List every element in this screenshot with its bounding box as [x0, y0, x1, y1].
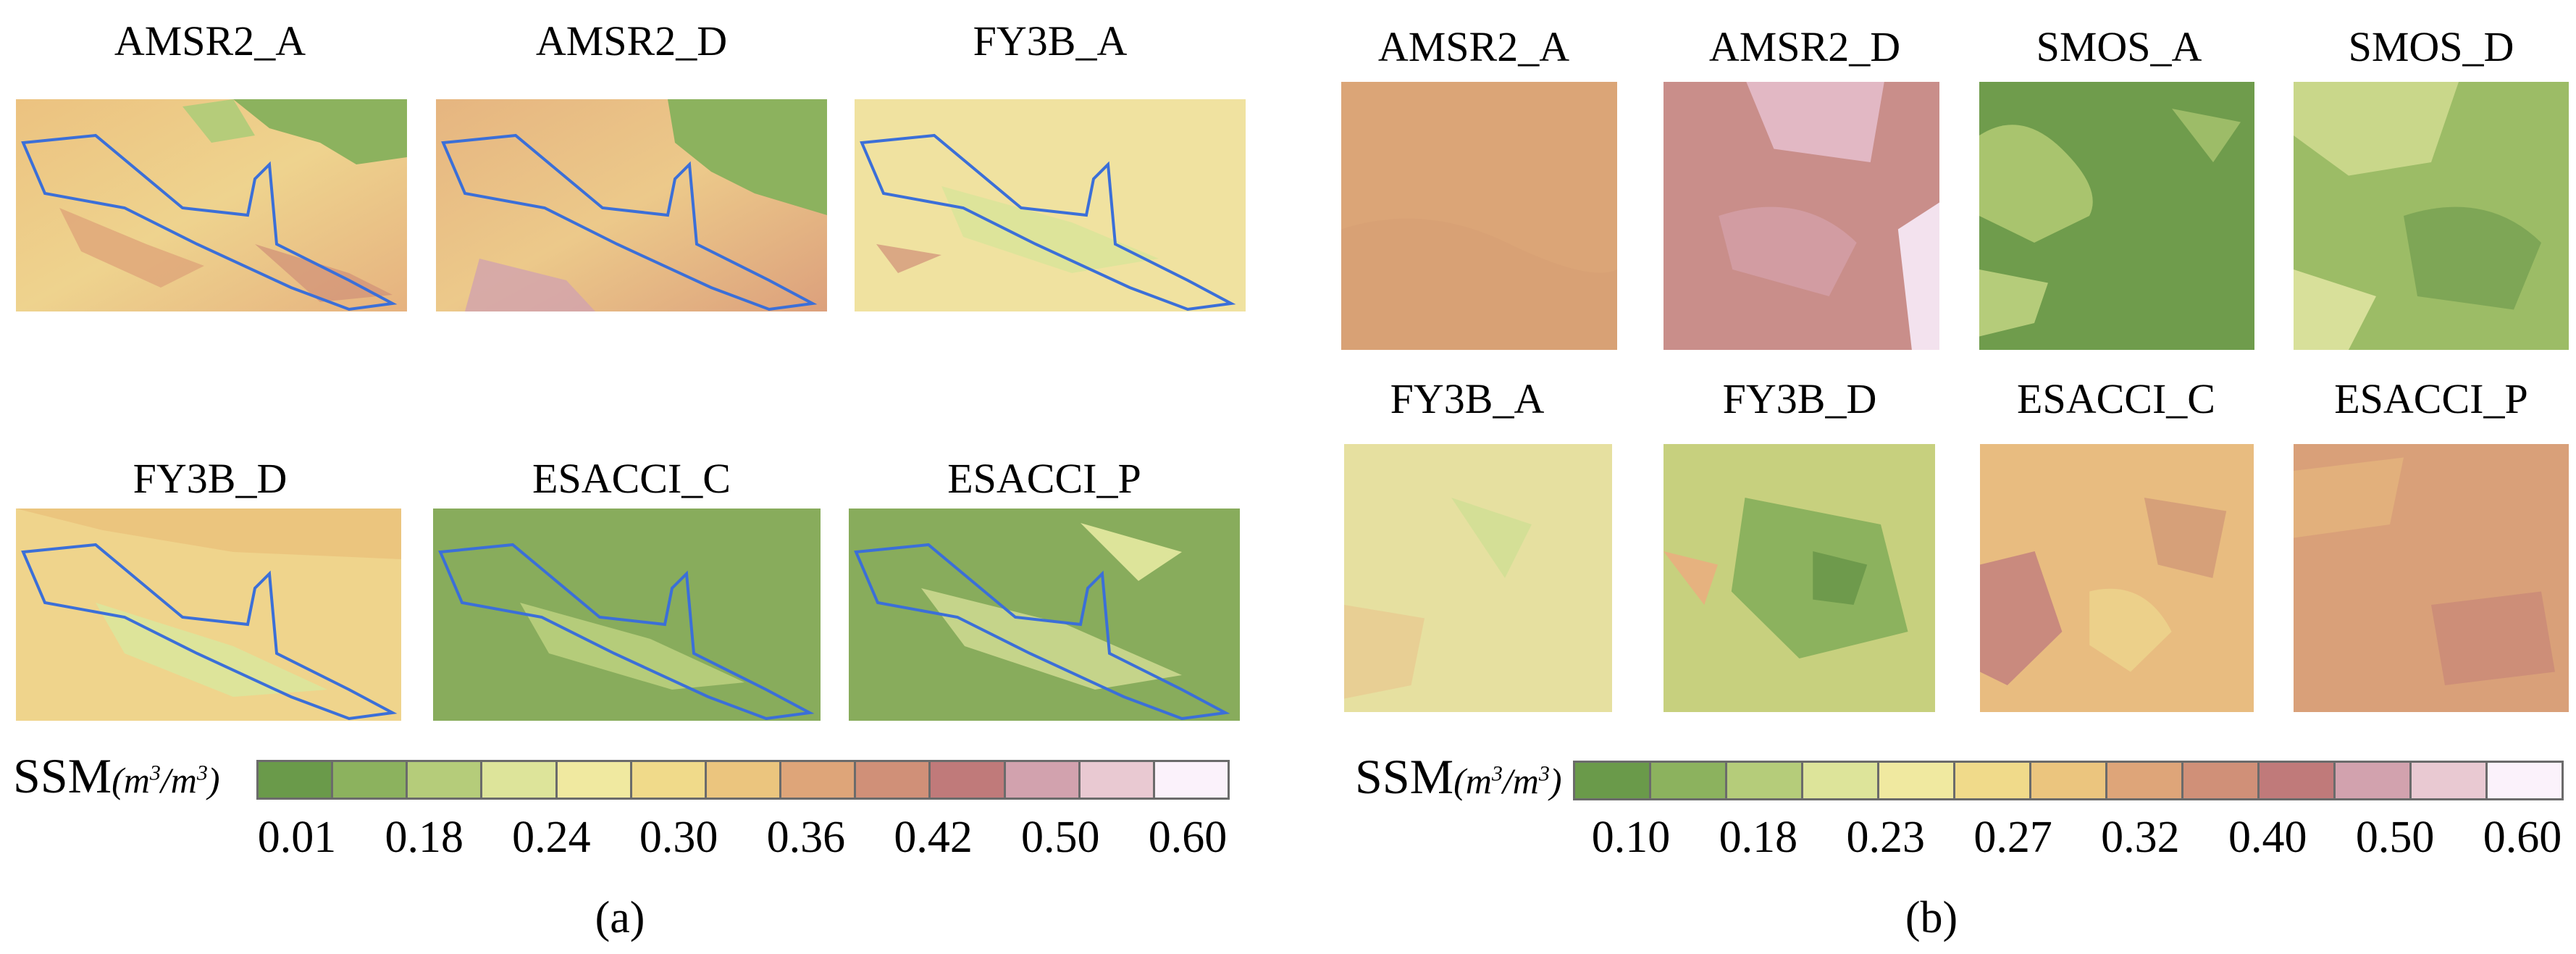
panel-label-a: (a)	[595, 893, 645, 942]
map-a-fy3b-d	[16, 509, 401, 721]
map-title-a-esacci-p: ESACCI_P	[947, 455, 1141, 502]
map-b-smos-a	[1979, 82, 2254, 350]
colorbar-swatch	[1651, 763, 1727, 798]
map-title-b-esacci-c: ESACCI_C	[2017, 375, 2215, 422]
colorbar-swatch	[2031, 763, 2107, 798]
colorbar-tick-label: 0.40	[2228, 813, 2307, 862]
colorbar-swatch	[856, 762, 931, 798]
map-a-esacci-c	[433, 509, 821, 721]
map-title-a-amsr2-d: AMSR2_D	[535, 17, 728, 64]
colorbar-tick-label: 0.50	[2355, 813, 2435, 862]
map-b-amsr2-d	[1664, 82, 1939, 350]
colorbar-swatch	[1727, 763, 1803, 798]
colorbar-swatch	[1803, 763, 1879, 798]
map-title-b-fy3b-d: FY3B_D	[1722, 375, 1877, 422]
colorbar-tick-label: 0.42	[894, 813, 973, 862]
colorbar-swatch	[1955, 763, 2031, 798]
colorbar-swatch	[781, 762, 857, 798]
map-title-a-fy3b-a: FY3B_A	[973, 17, 1128, 64]
colorbar-tick-label: 0.60	[1148, 813, 1228, 862]
map-b-smos-d	[2294, 82, 2569, 350]
colorbar-tick-label: 0.23	[1846, 813, 1925, 862]
colorbar-swatch	[2260, 763, 2336, 798]
colorbar-swatch	[931, 762, 1006, 798]
map-b-amsr2-a	[1341, 82, 1617, 350]
colorbar-tick-label: 0.32	[2101, 813, 2180, 862]
colorbar-title-a: SSM(m3/m3)	[13, 748, 220, 803]
colorbar-title-b: SSM(m3/m3)	[1355, 749, 1562, 804]
colorbar-tick-label: 0.36	[766, 813, 846, 862]
map-b-fy3b-d	[1664, 444, 1935, 712]
colorbar-tick-label: 0.01	[257, 813, 337, 862]
colorbar-swatch	[1575, 763, 1651, 798]
map-title-a-fy3b-d: FY3B_D	[133, 455, 288, 502]
colorbar-a	[256, 760, 1230, 800]
colorbar-tick-label: 0.27	[1973, 813, 2052, 862]
map-a-amsr2-d	[436, 99, 827, 311]
map-a-esacci-p	[849, 509, 1240, 721]
colorbar-swatch	[2488, 763, 2562, 798]
map-b-fy3b-a	[1344, 444, 1612, 712]
colorbar-swatch	[2107, 763, 2183, 798]
colorbar-swatch	[2336, 763, 2412, 798]
colorbar-swatch	[1879, 763, 1955, 798]
colorbar-tick-label: 0.10	[1591, 813, 1671, 862]
map-title-b-smos-d: SMOS_D	[2348, 23, 2514, 70]
map-a-fy3b-a	[855, 99, 1246, 311]
map-title-b-smos-a: SMOS_A	[2036, 23, 2202, 70]
map-a-amsr2-a	[16, 99, 407, 311]
colorbar-swatch	[2412, 763, 2488, 798]
map-title-b-esacci-p: ESACCI_P	[2334, 375, 2528, 422]
colorbar-tick-label: 0.50	[1021, 813, 1100, 862]
colorbar-swatch	[259, 762, 334, 798]
colorbar-tick-label: 0.30	[639, 813, 718, 862]
colorbar-swatch	[2183, 763, 2260, 798]
colorbar-swatch	[557, 762, 632, 798]
colorbar-tick-label: 0.60	[2483, 813, 2562, 862]
colorbar-tick-label: 0.24	[512, 813, 591, 862]
colorbar-swatch	[1080, 762, 1155, 798]
colorbar-tick-label: 0.18	[1719, 813, 1798, 862]
map-title-b-amsr2-d: AMSR2_D	[1708, 23, 1901, 70]
colorbar-swatch	[632, 762, 707, 798]
map-b-esacci-p	[2294, 444, 2569, 712]
colorbar-tick-label: 0.18	[385, 813, 463, 862]
colorbar-swatch	[1005, 762, 1081, 798]
map-title-b-fy3b-a: FY3B_A	[1390, 375, 1545, 422]
colorbar-b	[1573, 761, 2564, 800]
map-b-esacci-c	[1980, 444, 2254, 712]
map-title-b-amsr2-a: AMSR2_A	[1377, 23, 1570, 70]
colorbar-swatch	[706, 762, 782, 798]
colorbar-swatch	[482, 762, 558, 798]
colorbar-swatch	[333, 762, 408, 798]
map-title-a-esacci-c: ESACCI_C	[532, 455, 731, 502]
colorbar-swatch	[1154, 762, 1228, 798]
map-title-a-amsr2-a: AMSR2_A	[114, 17, 306, 64]
panel-label-b: (b)	[1905, 893, 1958, 942]
colorbar-swatch	[408, 762, 483, 798]
